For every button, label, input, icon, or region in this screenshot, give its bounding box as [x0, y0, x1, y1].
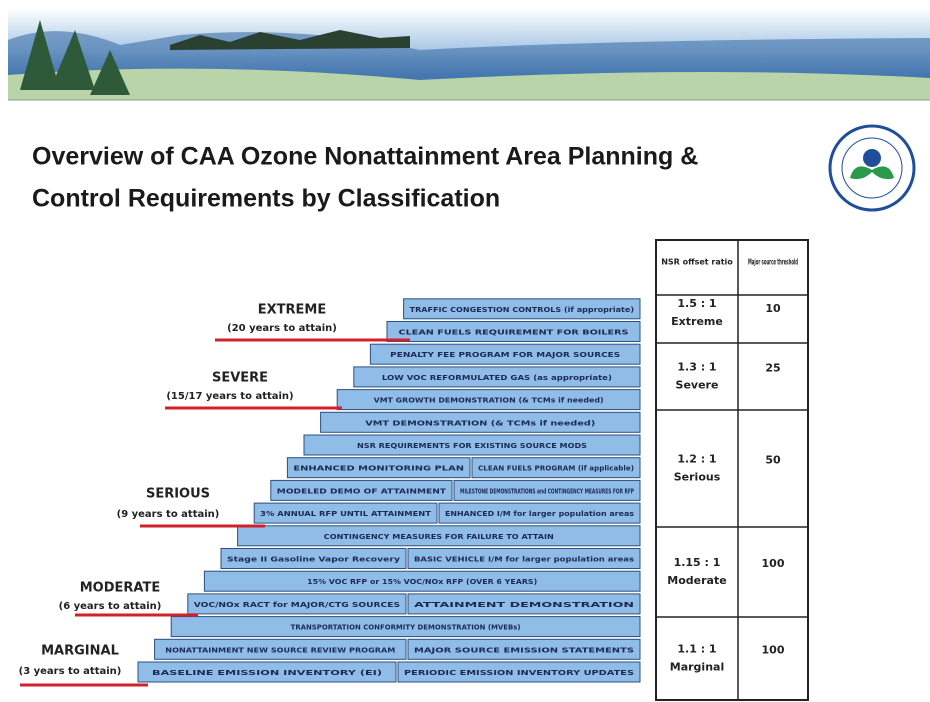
stair-label: MAJOR SOURCE EMISSION STATEMENTS — [414, 646, 634, 654]
stair-block — [471, 457, 641, 479]
class-label: Serious — [674, 471, 721, 484]
stair-label: Stage II Gasoline Vapor Recovery — [227, 556, 401, 564]
stair-label: CONTINGENCY MEASURES FOR FAILURE TO ATTA… — [324, 533, 554, 541]
stair-block — [407, 593, 641, 615]
stair-label: TRANSPORTATION CONFORMITY DEMONSTRATION … — [291, 624, 521, 632]
stair-label: PERIODIC EMISSION INVENTORY UPDATES — [404, 669, 634, 677]
stair-block — [187, 593, 407, 615]
stair-label: 15% VOC RFP or 15% VOC/NOx RFP (OVER 6 Y… — [307, 578, 537, 586]
stair-label: MILESTONE DEMONSTRATIONS and CONTINGENCY… — [460, 487, 634, 495]
stair-block — [407, 548, 641, 569]
stair-block — [386, 321, 641, 342]
table-header: Major source threshold — [748, 258, 798, 267]
nsr-ratio: 1.2 : 1 — [677, 453, 716, 466]
stair-label: PENALTY FEE PROGRAM FOR MAJOR SOURCES — [390, 351, 620, 359]
stair-label: NSR REQUIREMENTS FOR EXISTING SOURCE MOD… — [357, 442, 587, 450]
stair-label: ENHANCED MONITORING PLAN — [293, 465, 464, 473]
logo — [828, 124, 916, 212]
stair-block — [369, 343, 641, 365]
stair-label: BASELINE EMISSION INVENTORY (EI) — [152, 669, 382, 677]
stair-label: NONATTAINMENT NEW SOURCE REVIEW PROGRAM — [165, 646, 395, 654]
stair-label: LOW VOC REFORMULATED GAS (as appropriate… — [382, 374, 612, 382]
stair-block — [407, 638, 641, 660]
stair-block — [438, 502, 641, 524]
class-label: Extreme — [671, 315, 723, 328]
class-name: SERIOUS — [146, 487, 210, 502]
class-name: EXTREME — [258, 303, 326, 318]
class-years: (6 years to attain) — [59, 601, 162, 612]
class-name: MODERATE — [80, 581, 160, 596]
nsr-ratio: 1.15 : 1 — [674, 556, 721, 569]
stair-label: CLEAN FUELS PROGRAM (if applicable) — [478, 465, 634, 473]
stair-block — [403, 298, 641, 320]
table-header: NSR offset ratio — [661, 258, 733, 267]
class-years: (9 years to attain) — [117, 509, 220, 520]
class-years: (20 years to attain) — [227, 323, 337, 334]
stair-label: 3% ANNUAL RFP UNTIL ATTAINMENT — [260, 510, 431, 518]
stair-block — [253, 502, 438, 524]
stair-block — [286, 457, 471, 479]
nsr-ratio: 1.5 : 1 — [677, 297, 716, 310]
class-name: MARGINAL — [41, 644, 119, 659]
nsr-ratio: 1.1 : 1 — [677, 643, 716, 656]
threshold: 100 — [762, 557, 785, 570]
stair-block — [453, 479, 641, 501]
threshold: 50 — [765, 454, 781, 467]
stair-label: MODELED DEMO OF ATTAINMENT — [277, 487, 446, 495]
class-years: (3 years to attain) — [19, 666, 122, 677]
stair-block — [154, 638, 407, 660]
title: Control Requirements by Classification — [32, 185, 500, 213]
threshold: 25 — [765, 362, 780, 375]
stair-label: ENHANCED I/M for larger population areas — [445, 510, 634, 518]
stair-block — [353, 366, 641, 388]
stair-block — [203, 570, 641, 592]
threshold: 100 — [762, 644, 785, 657]
stair-block — [397, 661, 641, 683]
stair-block — [270, 479, 453, 501]
stair-block — [303, 434, 641, 456]
stair-block — [320, 411, 641, 433]
stair-label: TRAFFIC CONGESTION CONTROLS (if appropri… — [410, 306, 634, 314]
class-name: SEVERE — [212, 371, 268, 386]
table-frame — [655, 239, 809, 701]
class-label: Marginal — [670, 661, 724, 674]
staircase: TRAFFIC CONGESTION CONTROLS (if appropri… — [19, 298, 641, 687]
class-label: Moderate — [667, 574, 726, 587]
stair-label: CLEAN FUELS REQUIREMENT FOR BOILERS — [399, 329, 629, 337]
class-label: Severe — [676, 379, 719, 392]
stair-block — [137, 661, 397, 683]
stair-label: VMT DEMONSTRATION (& TCMs if needed) — [365, 419, 595, 427]
title: Overview of CAA Ozone Nonattainment Area… — [32, 143, 698, 171]
stair-block — [170, 616, 641, 638]
banner — [8, 8, 930, 101]
table: NSR offset ratio Major source threshold 1.… — [655, 239, 809, 701]
class-years: (15/17 years to attain) — [166, 391, 293, 402]
stair-label: VMT GROWTH DEMONSTRATION (& TCMs if need… — [374, 397, 604, 405]
stair-label: BASIC VEHICLE I/M for larger population … — [414, 556, 634, 564]
threshold: 10 — [765, 302, 781, 315]
stair-block — [220, 548, 407, 569]
stair-block — [237, 525, 641, 547]
stair-block — [336, 389, 641, 411]
nsr-ratio: 1.3 : 1 — [677, 361, 716, 374]
stair-label: VOC/NOx RACT for MAJOR/CTG SOURCES — [194, 601, 400, 609]
stair-label: ATTAINMENT DEMONSTRATION — [414, 601, 634, 609]
